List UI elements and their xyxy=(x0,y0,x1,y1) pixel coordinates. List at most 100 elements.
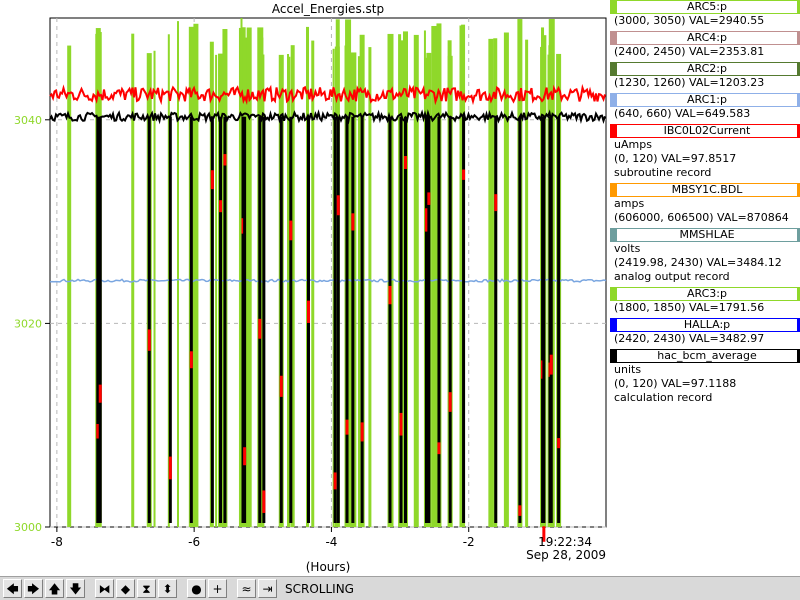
right-arrow-button[interactable]: 🡆 xyxy=(24,579,43,598)
legend-item-mbsy1c-bdl[interactable]: MBSY1C.BDL amps (606000, 606500) VAL=87086… xyxy=(610,183,800,225)
legend-item-arc5-p[interactable]: ARC5:p (3000, 3050) VAL=2940.55 xyxy=(610,0,800,28)
legend-item-arc1-p[interactable]: ARC1:p (640, 660) VAL=649.583 xyxy=(610,93,800,121)
series-ibc-drop xyxy=(98,384,102,403)
series-ibc-drop xyxy=(168,456,172,480)
shrink-horizontal-button[interactable]: ◆ xyxy=(116,579,135,598)
y-tick-label: 3040 xyxy=(14,114,42,127)
series-arc5-spike xyxy=(488,38,494,527)
y-tick-label: 3020 xyxy=(14,317,42,330)
down-arrow-button[interactable]: 🡇 xyxy=(66,579,85,598)
chart[interactable]: Accel_Energies.stp 3000 3020 3040 -8 -6 -4 -2 19… xyxy=(0,0,800,576)
series-ibc-drop xyxy=(549,354,553,375)
config-button[interactable]: ● xyxy=(187,579,206,598)
series-hac-bcm-drop xyxy=(424,116,428,523)
series-arc5-spike xyxy=(67,45,72,527)
series-arc5-spike xyxy=(215,54,218,527)
legend-item-hac-bcm-average[interactable]: hac_bcm_average units (0, 120) VAL=97.1188… xyxy=(610,349,800,405)
series-hac-bcm-drop xyxy=(279,116,283,523)
series-ibc-drop xyxy=(279,375,283,397)
legend-detail-line: (0, 120) VAL=97.1188 xyxy=(614,377,737,390)
series-halla-line xyxy=(49,278,607,284)
legend-series-name[interactable]: ARC5:p xyxy=(610,0,800,14)
series-hac-bcm-drop xyxy=(289,116,293,523)
legend-item-ibc0l02current[interactable]: IBC0L02Current uAmps (0, 120) VAL=97.8517 s… xyxy=(610,124,800,180)
series-hac-bcm-drop xyxy=(223,116,227,523)
series-ibc-drop xyxy=(258,318,262,339)
legend-series-name[interactable]: ARC3:p xyxy=(610,287,800,301)
series-ibc-drop xyxy=(289,220,293,241)
legend-series-name[interactable]: MMSHLAE xyxy=(610,228,800,242)
legend-series-name[interactable]: ARC1:p xyxy=(610,93,800,107)
autoscale-icon: ≈ xyxy=(241,581,252,596)
series-hac-bcm-drop xyxy=(557,116,561,523)
series-ibc0l02current-line xyxy=(49,83,606,106)
down-arrow-icon: 🡇 xyxy=(69,581,82,596)
right-arrow-icon: 🡆 xyxy=(27,581,40,596)
legend-item-halla-p[interactable]: HALLA:p (2420, 2430) VAL=3482.97 xyxy=(610,318,800,346)
legend-item-mmshlae[interactable]: MMSHLAE volts (2419.98, 2430) VAL=3484.12 a… xyxy=(610,228,800,284)
legend-series-name[interactable]: HALLA:p xyxy=(610,318,800,332)
series-hac-bcm-drop xyxy=(494,116,498,523)
scrolling-status: SCROLLING xyxy=(285,581,354,596)
toolbar: 🡄 🡆 🡅 🡇 ⧓ ◆ ⧗ ⬍ ● + ≈ ⇥ SCROLLING xyxy=(0,576,800,600)
end-time-label: 19:22:34 xyxy=(538,535,592,549)
legend-detail-line: units xyxy=(614,363,642,376)
series-ibc-drop xyxy=(241,218,245,234)
legend-series-name[interactable]: ARC2:p xyxy=(610,62,800,76)
x-tick-label: -6 xyxy=(188,535,200,549)
end-date-label: Sep 28, 2009 xyxy=(526,548,606,562)
series-ibc-drop xyxy=(243,447,247,466)
legend-item-arc4-p[interactable]: ARC4:p (2400, 2450) VAL=2353.81 xyxy=(610,31,800,59)
legend-series-name[interactable]: ARC4:p xyxy=(610,31,800,45)
legend-detail-line: (2400, 2450) VAL=2353.81 xyxy=(614,45,765,58)
series-ibc-drop xyxy=(333,472,337,490)
legend-detail-line: calculation record xyxy=(614,391,713,404)
series-arc5-spike xyxy=(153,50,156,527)
series-ibc-drop xyxy=(448,392,452,412)
series-arc5-spike xyxy=(311,40,315,528)
autoscale-button[interactable]: ≈ xyxy=(237,579,256,598)
series-hac-bcm-drop xyxy=(241,116,245,523)
up-arrow-button[interactable]: 🡅 xyxy=(45,579,64,598)
legend-item-arc3-p[interactable]: ARC3:p (1800, 1850) VAL=1791.56 xyxy=(610,287,800,315)
series-hac-bcm-drop xyxy=(168,116,172,523)
expand-vertical-button[interactable]: ⧗ xyxy=(137,579,156,598)
scroll-to-end-button[interactable]: ⇥ xyxy=(258,579,277,598)
legend-series-name[interactable]: hac_bcm_average xyxy=(610,349,800,363)
legend-detail-line: (606000, 606500) VAL=870864 xyxy=(614,211,789,224)
y-tick-label: 3000 xyxy=(14,521,42,534)
expand-horizontal-button[interactable]: ⧓ xyxy=(95,579,114,598)
up-arrow-icon: 🡅 xyxy=(48,581,61,596)
x-tick-label: -8 xyxy=(51,535,63,549)
legend-series-name[interactable]: IBC0L02Current xyxy=(610,124,800,138)
legend-item-arc2-p[interactable]: ARC2:p (1230, 1260) VAL=1203.23 xyxy=(610,62,800,90)
left-arrow-button[interactable]: 🡄 xyxy=(3,579,22,598)
series-ibc-drop xyxy=(307,300,311,323)
chart-title: Accel_Energies.stp xyxy=(272,2,384,16)
series-ibc-drop xyxy=(189,351,193,369)
legend-detail-line: analog output record xyxy=(614,270,730,283)
legend-detail-line: amps xyxy=(614,197,645,210)
legend-detail-line: (3000, 3050) VAL=2940.55 xyxy=(614,14,765,27)
shrink-horizontal-icon: ◆ xyxy=(120,581,131,596)
add-button[interactable]: + xyxy=(208,579,227,598)
series-ibc-drop xyxy=(518,505,522,516)
legend-series-name[interactable]: MBSY1C.BDL xyxy=(610,183,800,197)
series-ibc-drop xyxy=(147,329,151,351)
series-hac-bcm-drop xyxy=(333,116,337,523)
x-tick-label: -4 xyxy=(325,535,337,549)
legend-detail-line: subroutine record xyxy=(614,166,712,179)
add-icon: + xyxy=(212,581,223,596)
series-hac-bcm-drop xyxy=(147,116,151,523)
shrink-vertical-button[interactable]: ⬍ xyxy=(158,579,177,598)
series-hac-bcm-drop xyxy=(345,116,349,523)
series-hac-bcm-drop xyxy=(437,116,441,523)
shrink-vertical-icon: ⬍ xyxy=(162,581,173,596)
series-hac-bcm-drop xyxy=(243,116,247,523)
series-hac-bcm-drop xyxy=(399,116,403,523)
config-icon: ● xyxy=(191,581,202,596)
legend-detail-line: volts xyxy=(614,242,641,255)
series-hac-bcm-drop xyxy=(351,116,355,523)
legend-detail-line: uAmps xyxy=(614,138,652,151)
